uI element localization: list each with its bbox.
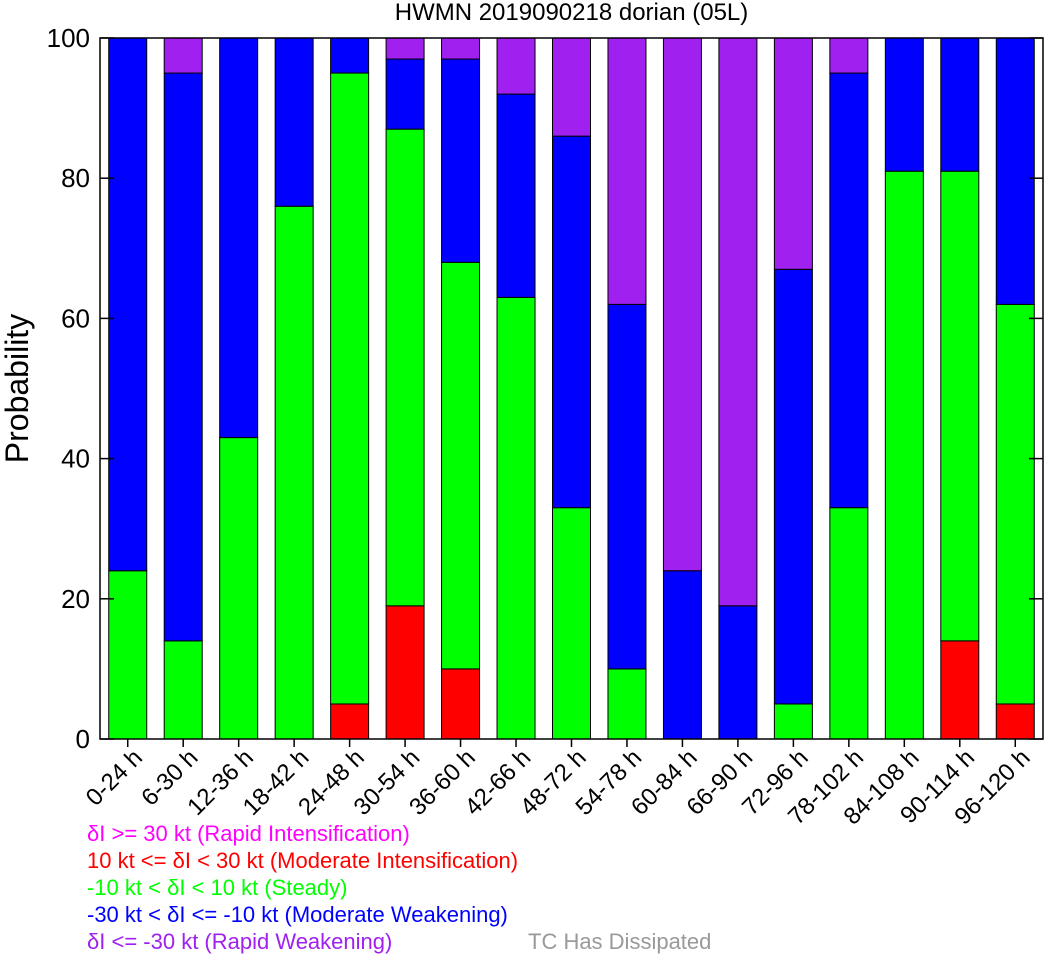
- bar-segment-18-42h-s3: [274, 37, 314, 207]
- bar-segment-30-54h-s1: [385, 605, 425, 740]
- bar-segment-90-114h-s1: [940, 640, 980, 740]
- bar-segment-36-60h-s2: [441, 261, 481, 670]
- bar-segment-96-120h-s3: [995, 37, 1035, 305]
- bar-segment-0-24h-s2: [108, 570, 148, 740]
- bar-segment-36-60h-s1: [441, 668, 481, 740]
- bar-segment-30-54h-s2: [385, 128, 425, 607]
- legend-entry: 10 kt <= δI < 30 kt (Moderate Intensific…: [87, 848, 519, 873]
- bar-segment-6-30h-s3: [163, 72, 203, 642]
- bar-segment-54-78h-s3: [607, 303, 647, 670]
- legend-entry: -30 kt < δI <= -10 kt (Moderate Weakenin…: [87, 902, 508, 927]
- bar-segment-42-66h-s3: [496, 93, 536, 298]
- bar-segment-60-84h-s3: [662, 570, 702, 740]
- bar-segment-48-72h-s3: [552, 135, 591, 509]
- legend-entry: δI <= -30 kt (Rapid Weakening): [87, 929, 393, 954]
- bar-segment-6-30h-s2: [163, 640, 203, 740]
- bar-segment-0-24h-s3: [108, 37, 148, 572]
- y-tick-label: 40: [61, 444, 90, 474]
- bar-segment-66-90h-s4: [718, 37, 758, 607]
- bar-segment-78-102h-s2: [829, 507, 869, 740]
- bar-segment-36-60h-s3: [441, 58, 481, 263]
- bar-segment-30-54h-s4: [385, 37, 425, 60]
- y-tick-label: 80: [61, 163, 90, 193]
- bar-segment-66-90h-s3: [718, 605, 758, 740]
- bar-segment-78-102h-s4: [829, 37, 869, 74]
- bar-segment-24-48h-s1: [330, 703, 370, 740]
- bar-segment-72-96h-s2: [773, 703, 813, 740]
- bar-segment-60-84h-s4: [662, 37, 702, 572]
- bar-segment-48-72h-s2: [552, 507, 591, 740]
- bar-segment-78-102h-s3: [829, 72, 869, 509]
- bar-segment-24-48h-s2: [330, 72, 370, 705]
- y-axis-label: Probability: [0, 314, 35, 463]
- bar-segment-54-78h-s2: [607, 668, 647, 740]
- legend-entry: δI >= 30 kt (Rapid Intensification): [87, 821, 410, 846]
- bar-segment-30-54h-s3: [385, 58, 425, 130]
- bar-segment-96-120h-s2: [995, 303, 1035, 705]
- chart-title: HWMN 2019090218 dorian (05L): [395, 0, 749, 26]
- bar-segment-90-114h-s3: [940, 37, 980, 172]
- bar-segment-48-72h-s4: [552, 37, 591, 137]
- y-tick-label: 60: [61, 303, 90, 333]
- bar-segment-96-120h-s1: [995, 703, 1035, 740]
- bar-segment-72-96h-s3: [773, 268, 813, 705]
- bar-segment-42-66h-s2: [496, 296, 536, 740]
- bar-segment-6-30h-s4: [163, 37, 203, 74]
- bar-segment-84-108h-s2: [884, 170, 924, 740]
- y-tick-label: 20: [61, 584, 90, 614]
- x-tick-label: 0-24 h: [81, 744, 148, 811]
- bar-segment-12-36h-s2: [219, 437, 259, 740]
- bar-segment-90-114h-s2: [940, 170, 980, 642]
- bar-segment-18-42h-s2: [274, 205, 314, 740]
- bar-segment-12-36h-s3: [219, 37, 259, 439]
- y-tick-label: 0: [76, 724, 90, 754]
- bar-segment-72-96h-s4: [773, 37, 813, 270]
- legend-entry: TC Has Dissipated: [528, 929, 712, 954]
- bar-segment-42-66h-s4: [496, 37, 536, 95]
- bar-segment-24-48h-s3: [330, 37, 370, 74]
- bar-segment-84-108h-s3: [884, 37, 924, 172]
- bar-segment-36-60h-s4: [441, 37, 481, 60]
- y-tick-label: 100: [47, 23, 90, 53]
- bar-segment-54-78h-s4: [607, 37, 647, 305]
- legend-entry: -10 kt < δI < 10 kt (Steady): [87, 875, 348, 900]
